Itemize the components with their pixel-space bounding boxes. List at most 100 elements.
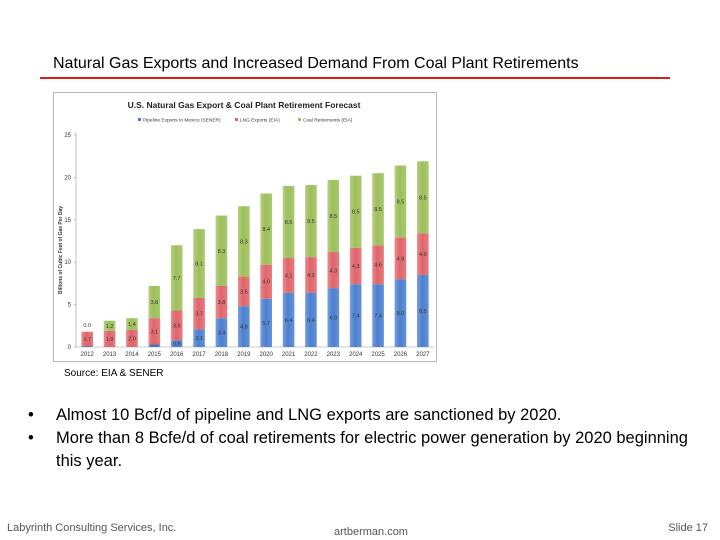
x-tick-label: 2021 [282,352,296,358]
bar-segment [237,276,250,307]
bar-segment [81,331,94,347]
bar-value-label: 3.8 [218,300,226,306]
bar-segment [305,185,317,258]
bar-value-label: 8.4 [262,227,270,233]
legend-label: LNG Exports (EIA) [240,118,280,124]
bar-segment [148,318,161,345]
bar-segment [237,206,250,277]
slide-title: Natural Gas Exports and Increased Demand… [53,55,579,72]
bullet-marker: • [28,429,34,447]
bar-segment [215,318,228,347]
bar-value-label: 8.5 [329,214,337,220]
bar-value-label: 4.3 [329,268,337,274]
bar-segment [416,161,429,234]
bar-segment [416,233,429,275]
slide-number: Slide 17 [668,522,708,534]
bar-value-label: 2.1 [195,336,203,342]
bar-segment [237,306,250,347]
bar-segment [372,245,384,285]
chart-frame: U.S. Natural Gas Export & Coal Plant Ret… [53,92,437,362]
bullet-item: • More than 8 Bcfe/d of coal retirements… [28,427,688,473]
bar-value-label: 0.8 [173,342,181,348]
bar-value-label: 4.8 [240,325,248,331]
bar-segment [349,175,362,248]
legend-swatch [138,118,141,121]
bar-value-label: 8.5 [352,210,360,216]
bar-value-label: 4.9 [419,252,427,258]
bar-value-label: 7.4 [352,314,360,320]
bar-segment [327,179,340,253]
bullet-list: • Almost 10 Bcf/d of pipeline and LNG ex… [28,404,688,473]
bar-segment [282,257,295,293]
bar-value-label: 5.7 [262,321,270,327]
x-tick-label: 2022 [304,352,318,358]
x-tick-label: 2023 [327,352,341,358]
y-tick-label: 0 [68,345,72,351]
bar-segment [260,298,273,347]
bar-segment [193,329,205,347]
x-tick-label: 2014 [125,352,139,358]
bar-value-label: 3.1 [150,329,158,335]
bar-value-label: 4.9 [397,256,405,262]
bar-value-label: 8.1 [195,261,203,267]
bar-segment [394,279,407,347]
legend-label: Pipeline Exports to Mexico (SENER) [143,118,221,124]
bar-segment [81,346,94,347]
x-tick-label: 2013 [103,352,117,358]
bar-value-label: 2.0 [128,337,136,343]
bars-layer: 0.11.70.00.01.91.20.02.01.40.33.13.80.83… [81,161,429,349]
bar-segment [282,292,295,347]
footer-company: Labyrinth Consulting Services, Inc. [7,522,177,534]
bar-value-label: 1.7 [83,337,91,343]
bar-value-label: 6.4 [285,318,293,324]
bar-value-label: 8.5 [307,219,315,225]
bar-value-label: 8.5 [419,195,427,201]
legend-swatch [298,118,301,121]
bar-value-label: 6.4 [307,318,315,324]
x-tick-label: 2025 [371,352,385,358]
bar-segment [349,247,362,285]
bar-segment [170,310,183,341]
legend-swatch [235,118,238,121]
bar-segment [170,340,183,347]
bar-segment [282,185,295,258]
bar-segment [327,252,340,289]
bar-value-label: 3.8 [150,300,158,306]
bar-segment [416,274,429,347]
stacked-bar-chart: U.S. Natural Gas Export & Coal Plant Ret… [58,100,434,358]
bar-value-label: 1.9 [106,337,114,343]
bar-segment [148,285,161,319]
x-tick-label: 2015 [148,352,162,358]
bullet-text: More than 8 Bcfe/d of coal retirements f… [56,429,688,470]
x-axis: 2012 2013 2014 2015 2016 2017 2018 2019 2020 2021… [81,352,431,358]
bar-segment [103,330,116,347]
bar-segment [372,173,384,246]
bar-segment [170,245,183,311]
chart-title: U.S. Natural Gas Export & Coal Plant Ret… [128,100,361,110]
bullet-marker: • [28,406,34,424]
bar-value-label: 7.7 [173,276,181,282]
bar-value-label: 8.3 [218,249,226,255]
bar-value-label: 3.5 [173,323,181,329]
bar-value-label: 8.5 [285,220,293,226]
bar-value-label: 3.5 [240,289,248,295]
bar-segment [349,284,362,347]
bar-segment [327,288,340,347]
y-axis-label: Billions of Cubic Feet of Gas Per Day [58,206,64,294]
bar-segment [193,297,205,330]
bar-segment [126,330,138,347]
bar-segment [215,215,228,286]
bar-value-label: 8.5 [374,207,382,213]
y-tick-label: 20 [64,175,71,181]
bar-segment [260,264,273,299]
x-tick-label: 2017 [192,352,206,358]
source-note: Source: EIA & SENER [64,368,164,379]
chart-legend: Pipeline Exports to Mexico (SENER) LNG Ex… [138,118,353,124]
bar-value-label: 4.2 [307,273,315,279]
bullet-item: • Almost 10 Bcf/d of pipeline and LNG ex… [28,404,688,427]
x-tick-label: 2016 [170,352,184,358]
bar-value-label: 7.4 [374,314,382,320]
y-tick-label: 15 [64,218,71,224]
bar-value-label: 1.4 [128,322,136,328]
bar-segment [305,292,317,347]
